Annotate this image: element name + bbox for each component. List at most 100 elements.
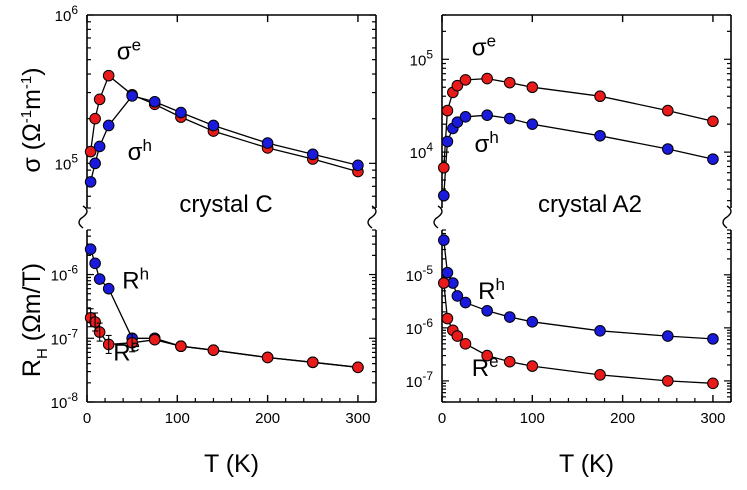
panel-c-top-point-1 <box>89 157 101 170</box>
panel-a2-bottom-point-0 <box>481 304 493 317</box>
panel-a2-top-point-0 <box>503 76 516 89</box>
panel-a2-top-point-0 <box>451 79 464 92</box>
panel-c-bottom-point-0 <box>89 257 101 270</box>
panel-a2-top-point-1 <box>594 129 606 142</box>
panel-a2-top-point-0 <box>438 161 450 174</box>
panel-c-top-ylabel: σ (Ω-1m-1) <box>18 67 46 172</box>
panel-a2-bottom-point-1 <box>459 338 472 350</box>
panel-c-bottom-point-1 <box>207 344 220 356</box>
panel-a2-title: crystal A2 <box>538 191 642 218</box>
panel-a2-bottom-point-1 <box>481 349 493 362</box>
panel-c-title: crystal C <box>179 191 272 218</box>
panel-a2-bottom-point-1 <box>503 355 516 368</box>
panel-c-bottom-annotation: Re <box>113 336 140 366</box>
panel-c-top-ytick-label: 105 <box>55 151 79 173</box>
panel-c-xtick-label: 0 <box>83 410 91 427</box>
panel-c-bottom-ylabel: RH (Ωm/T) <box>18 263 51 377</box>
panel-a2-bottom-ytick-label: 10-7 <box>406 369 434 391</box>
panel-a2-bottom-point-1 <box>451 330 464 342</box>
panel-a2-top-ytick-label: 104 <box>410 140 434 162</box>
panel-c-top-point-0 <box>93 93 106 106</box>
panel-a2-bottom-point-0 <box>503 311 516 323</box>
panel-crystal-a2: 0 100 200 300 T (K) crystal A2 104 105 σe σh 10-7 1… <box>406 14 732 478</box>
panel-c-top-point-0 <box>102 69 115 82</box>
panel-a2-top-point-0 <box>661 104 674 117</box>
panel-c-xtick-label: 300 <box>345 410 370 427</box>
panel-a2-bottom-annotation: Re <box>472 352 499 382</box>
panel-c-top-annotation: σh <box>128 136 152 166</box>
panel-crystal-c: 0 100 200 300 T (K) crystal C 105 106 σe σh σ (Ω-1… <box>18 3 377 478</box>
panel-a2-top-point-1 <box>459 111 472 123</box>
panel-c-xtick-label: 100 <box>165 410 190 427</box>
panel-c-xtick-label: 200 <box>255 410 280 427</box>
panel-a2-bottom-ytick-label: 10-5 <box>406 263 434 285</box>
panel-a2-top-point-0 <box>707 115 719 128</box>
panel-a2-bottom-point-0 <box>707 333 719 345</box>
panel-a2-top-point-1 <box>503 112 516 125</box>
panel-a2-top-point-0 <box>441 104 454 117</box>
panel-a2-top-ytick-label: 105 <box>410 47 434 69</box>
panel-a2-xtick-label: 200 <box>610 410 635 427</box>
panel-c-top-point-1 <box>352 159 364 172</box>
panel-a2-bottom-point-1 <box>526 360 539 372</box>
panel-a2-top-point-1 <box>661 143 674 155</box>
panel-a2-bottom-point-1 <box>594 369 606 381</box>
panel-a2-top-point-0 <box>481 72 493 85</box>
panel-c-bottom-ytick-label: 10-6 <box>51 263 79 285</box>
panel-a2-top-point-1 <box>707 153 719 165</box>
panel-c-xlabel: T (K) <box>204 450 259 478</box>
panel-a2-xtick-label: 100 <box>520 410 545 427</box>
panel-c-top-point-1 <box>84 176 97 188</box>
panel-c-top-point-1 <box>207 119 220 132</box>
panel-c-bottom-point-1 <box>175 340 187 353</box>
panel-c-bottom-point-0 <box>93 273 106 285</box>
panel-c-axis-break-left <box>78 205 88 229</box>
panel-a2-bottom-point-0 <box>594 325 606 337</box>
panel-c-top-point-1 <box>261 137 274 149</box>
panel-a2-bottom-point-1 <box>661 375 674 387</box>
panel-a2-top-point-1 <box>481 109 493 121</box>
panel-a2-top-point-1 <box>451 116 464 129</box>
panel-a2-top-annotation: σe <box>472 31 496 61</box>
panel-a2-bottom-point-0 <box>459 296 472 309</box>
panel-a2-top-point-1 <box>526 118 539 130</box>
panel-a2-top-annotation: σh <box>475 128 499 158</box>
panel-c-bottom-ytick-label: 10-8 <box>51 390 79 412</box>
panel-a2-bottom-point-1 <box>438 277 450 289</box>
panel-a2-axis-break-left <box>433 205 443 229</box>
panel-c-top-point-1 <box>102 119 115 132</box>
panel-a2-top-point-0 <box>594 90 606 103</box>
panel-a2-bottom-point-0 <box>451 290 464 302</box>
panel-c-bottom-ytick-label: 10-7 <box>51 326 79 348</box>
panel-a2-bottom-annotation: Rh <box>478 275 505 305</box>
panel-a2-top-point-1 <box>438 189 450 202</box>
panel-c-top-annotation: σe <box>117 36 141 66</box>
panel-c-top-point-1 <box>148 95 161 108</box>
panel-a2-bottom-ytick-label: 10-6 <box>406 316 434 338</box>
panel-a2-bottom-point-0 <box>526 316 539 328</box>
panel-c-bottom-point-1 <box>261 351 274 364</box>
panel-c-bottom-point-0 <box>102 282 115 295</box>
panel-a2-bottom-point-1 <box>441 312 454 325</box>
panel-c-top-point-1 <box>306 148 319 161</box>
panel-c-bottom-point-1 <box>352 361 364 374</box>
panel-c-top-ytick-label: 106 <box>55 3 79 25</box>
panel-a2-xlabel: T (K) <box>559 450 614 478</box>
panel-c-top-point-1 <box>93 140 106 153</box>
panel-a2-xtick-label: 0 <box>438 410 446 427</box>
panel-c-top-point-1 <box>175 106 187 119</box>
panel-a2-axis-break-right <box>722 205 732 229</box>
panel-a2-top-point-0 <box>459 74 472 86</box>
panel-a2-bottom-point-0 <box>441 266 454 279</box>
panel-c-bottom-annotation: Rh <box>122 265 149 295</box>
panel-a2-xtick-label: 300 <box>700 410 725 427</box>
panel-c-axis-break-right <box>367 205 377 229</box>
panel-a2-bottom-point-0 <box>661 330 674 342</box>
panel-c-top-point-0 <box>89 112 101 125</box>
panel-c-bottom-point-1 <box>306 356 319 369</box>
panel-a2-bottom-point-1 <box>707 377 719 390</box>
panel-c-bottom-point-1 <box>148 333 161 346</box>
panel-c-top-point-1 <box>126 90 138 102</box>
panel-a2-top-point-1 <box>441 135 454 148</box>
